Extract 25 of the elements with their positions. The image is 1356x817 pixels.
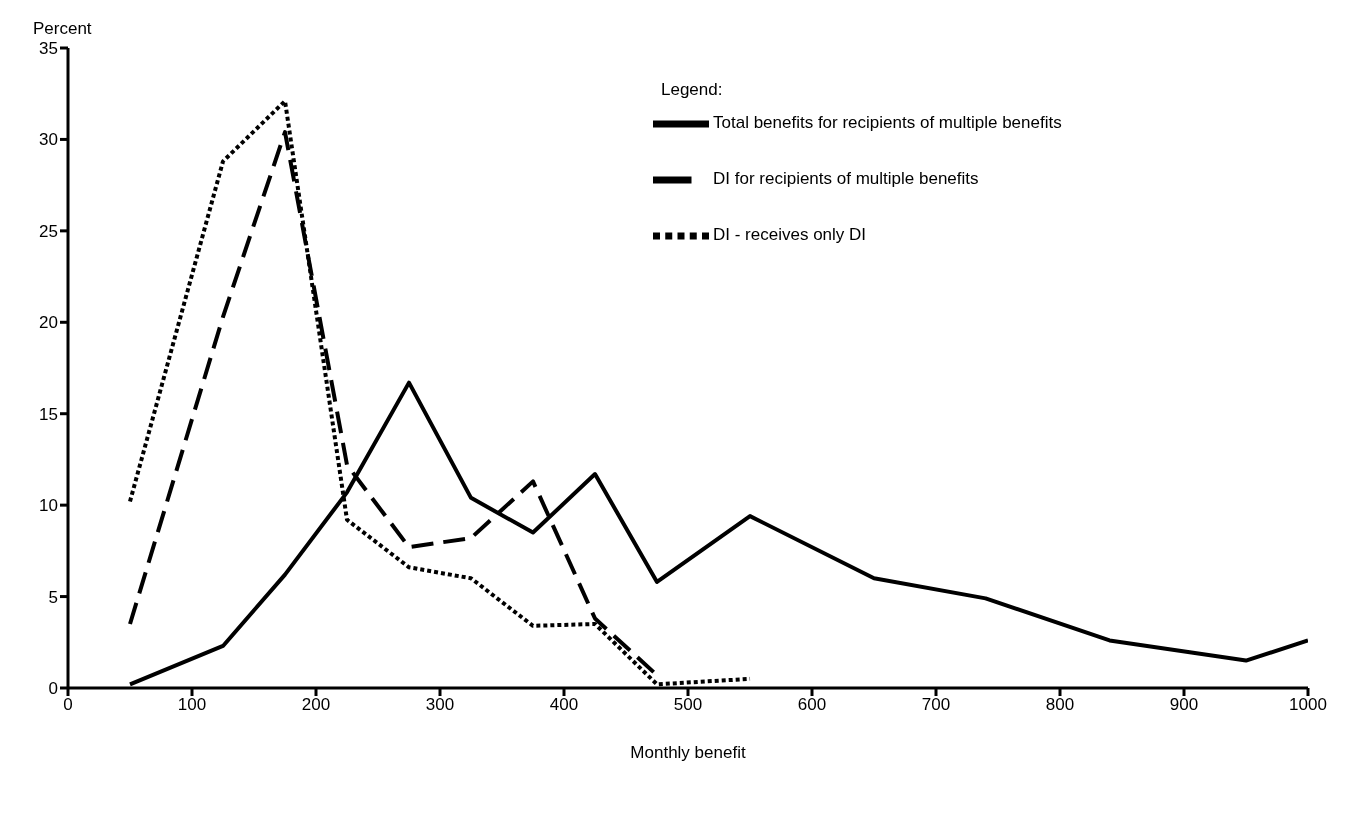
y-axis-title: Percent [33, 19, 92, 38]
x-tick-label: 100 [177, 695, 207, 715]
x-tick-label: 300 [425, 695, 455, 715]
x-tick-label: 400 [549, 695, 579, 715]
y-tick-label: 15 [39, 404, 58, 424]
y-tick-label: 10 [39, 496, 58, 516]
y-tick-label: 20 [39, 313, 58, 333]
x-axis-title: Monthly benefit [630, 743, 746, 762]
x-tick-label: 0 [63, 695, 73, 715]
y-tick-label: 5 [48, 587, 58, 607]
x-tick-label: 500 [673, 695, 703, 715]
legend-label: DI for recipients of multiple benefits [713, 169, 979, 189]
legend-title: Legend: [661, 80, 723, 100]
x-tick-label: 1000 [1289, 695, 1327, 715]
x-tick-label: 200 [301, 695, 331, 715]
x-tick-label: 600 [797, 695, 827, 715]
y-tick-label: 30 [39, 130, 58, 150]
x-tick-label: 800 [1045, 695, 1075, 715]
x-tick-label: 900 [1169, 695, 1199, 715]
y-tick-label: 0 [48, 679, 58, 699]
legend-label: Total benefits for recipients of multiple benefits [713, 113, 1062, 133]
legend-label: DI - receives only DI [713, 225, 867, 245]
y-tick-label: 35 [39, 39, 58, 59]
y-tick-label: 25 [39, 221, 58, 241]
x-tick-label: 700 [921, 695, 951, 715]
